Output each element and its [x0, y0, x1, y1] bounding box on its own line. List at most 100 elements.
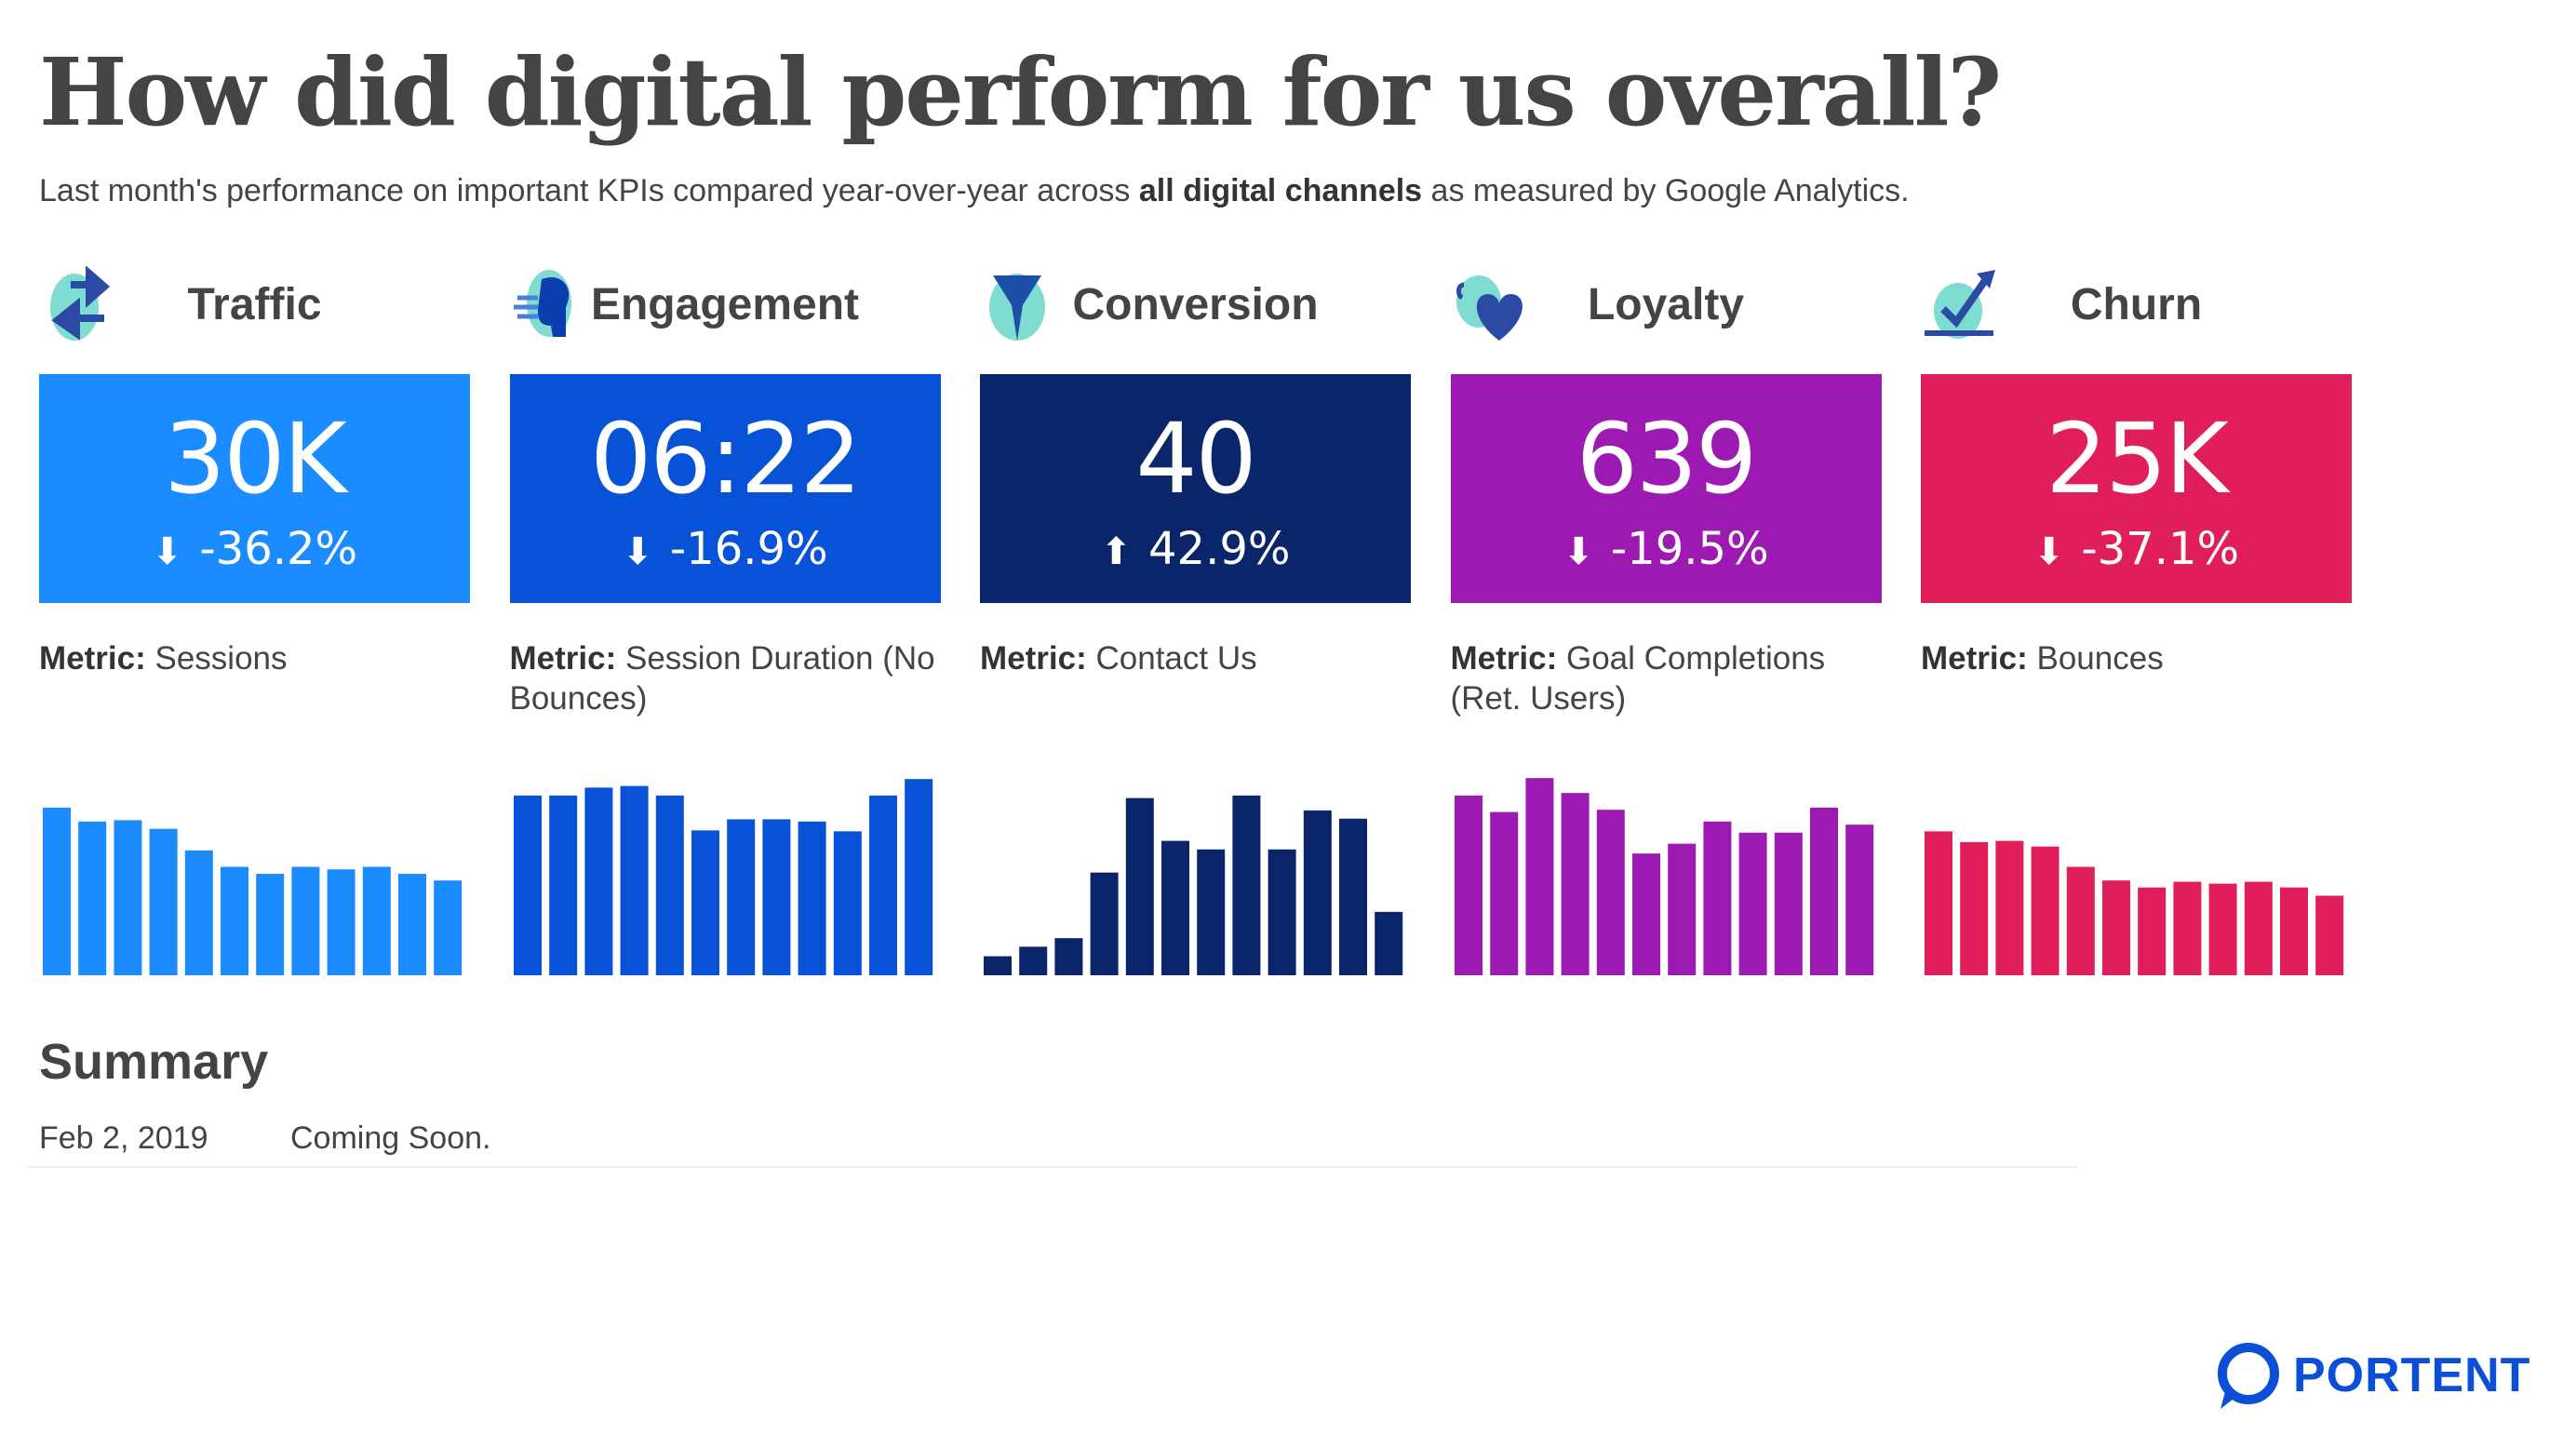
kpi-metric: Metric: Goal Completions (Ret. Users)	[1451, 638, 1898, 718]
bar	[398, 874, 426, 975]
kpi-header: Conversion	[980, 261, 1411, 344]
bar	[1774, 832, 1803, 975]
kpi-conversion: Conversion 40 ⬆ 42.9% Metric: Contact Us	[980, 261, 1411, 975]
kpi-label: Conversion	[1072, 280, 1319, 329]
kpi-metric: Metric: Contact Us	[980, 638, 1427, 678]
bar	[221, 866, 248, 975]
kpi-scorecard: 40 ⬆ 42.9%	[980, 374, 1411, 603]
kpi-change: ⬆ 42.9%	[980, 523, 1411, 578]
bar	[513, 795, 542, 975]
bar	[256, 874, 285, 975]
metric-name: Goal Completions (Ret. Users)	[1450, 640, 1826, 717]
kpi-loyalty: Loyalty 639 ⬇ -19.5% Metric: Goal Completion…	[1450, 261, 1882, 975]
kpi-bar-chart	[1925, 831, 2344, 975]
kpi-engagement: Engagement 06:22 ⬇ -16.9% Metric: Session Du…	[509, 261, 941, 975]
bar	[1596, 810, 1625, 975]
bar	[1738, 832, 1767, 975]
kpi-value: 06:22	[590, 402, 862, 516]
divider	[28, 1166, 2078, 1168]
traffic-arrows-icon	[50, 266, 111, 341]
bar	[1995, 840, 2024, 975]
summary-text: Coming Soon.	[290, 1120, 491, 1156]
bar	[1960, 841, 1989, 975]
bar	[904, 779, 932, 975]
bar	[1161, 840, 1189, 975]
chart-check-icon	[1925, 270, 1995, 339]
engagement-head-icon	[513, 270, 571, 337]
kpi-scorecard: 06:22 ⬇ -16.9%	[509, 374, 941, 603]
portent-logo-icon	[2218, 1343, 2279, 1409]
portent-logo-text: PORTENT	[2293, 1348, 2531, 1402]
kpi-bar-chart	[43, 807, 463, 975]
metric-prefix: Metric:	[509, 640, 617, 677]
bar	[43, 807, 71, 975]
arrow-down-icon: ⬇	[1563, 530, 1594, 573]
bar	[691, 830, 719, 975]
kpi-scorecard: 639 ⬇ -19.5%	[1450, 374, 1882, 603]
bar	[584, 787, 612, 975]
kpi-bar-chart	[1454, 778, 1873, 975]
kpi-metric: Metric: Bounces	[1921, 638, 2368, 678]
metric-prefix: Metric:	[1450, 640, 1558, 677]
bar	[2315, 895, 2344, 975]
bar	[1667, 843, 1696, 975]
bar	[2280, 887, 2308, 975]
bar	[1339, 818, 1367, 975]
kpi-change-value: 42.9%	[1148, 523, 1291, 575]
bar	[2173, 881, 2202, 975]
bar	[1925, 831, 1952, 975]
bar	[798, 821, 826, 975]
bar	[78, 821, 107, 975]
bar	[620, 785, 649, 975]
bar	[1631, 853, 1660, 975]
page-title: How did digital perform for us overall?	[39, 37, 2002, 147]
bar	[184, 850, 213, 975]
kpi-change: ⬇ -16.9%	[510, 523, 941, 578]
bar	[2244, 881, 2273, 975]
kpi-label: Loyalty	[1587, 280, 1745, 329]
kpi-value: 639	[1576, 402, 1758, 516]
bar	[327, 869, 356, 975]
kpi-label: Churn	[2070, 280, 2203, 329]
kpi-value: 25K	[2046, 402, 2229, 516]
kpi-change-value: -16.9%	[669, 523, 828, 575]
bar	[1019, 946, 1048, 975]
kpi-bar-chart	[513, 779, 932, 975]
bar	[149, 828, 178, 975]
bar	[726, 819, 755, 975]
subtitle-text-end: as measured by Google Analytics.	[1422, 173, 1910, 208]
arrow-down-icon: ⬇	[622, 530, 653, 573]
kpi-value: 40	[1135, 402, 1256, 516]
kpi-header: Traffic	[39, 261, 470, 344]
metric-name: Session Duration (No Bounces)	[509, 640, 935, 717]
summary-date: Feb 2, 2019	[39, 1120, 208, 1156]
bar	[1125, 798, 1154, 975]
metric-prefix: Metric:	[39, 640, 146, 677]
funnel-icon	[989, 274, 1045, 341]
bar	[1489, 811, 1518, 975]
kpi-change-value: -36.2%	[199, 523, 358, 575]
arrow-down-icon: ⬇	[2033, 530, 2065, 573]
portent-logo: PORTENT	[2213, 1340, 2530, 1411]
kpi-change-value: -19.5%	[1610, 523, 1769, 575]
bar	[833, 831, 862, 975]
bar	[1375, 911, 1403, 975]
bar	[434, 880, 463, 975]
kpi-churn: Churn 25K ⬇ -37.1% Metric: Bounces	[1921, 261, 2352, 975]
metric-prefix: Metric:	[980, 640, 1087, 677]
bar	[2102, 880, 2130, 975]
kpi-scorecard: 30K ⬇ -36.2%	[39, 374, 470, 603]
kpi-metric: Metric: Session Duration (No Bounces)	[510, 638, 957, 718]
bar	[1232, 795, 1261, 975]
arrow-down-icon: ⬇	[151, 530, 183, 573]
bar	[291, 866, 320, 975]
bar	[2208, 883, 2237, 975]
metric-name: Sessions	[154, 640, 288, 677]
kpi-header: Engagement	[510, 261, 941, 344]
kpi-label: Engagement	[590, 280, 860, 329]
bar	[1702, 821, 1731, 975]
metric-name: Bounces	[2036, 640, 2164, 677]
bar	[1197, 849, 1226, 975]
bar	[1054, 938, 1083, 975]
bar	[655, 795, 684, 975]
